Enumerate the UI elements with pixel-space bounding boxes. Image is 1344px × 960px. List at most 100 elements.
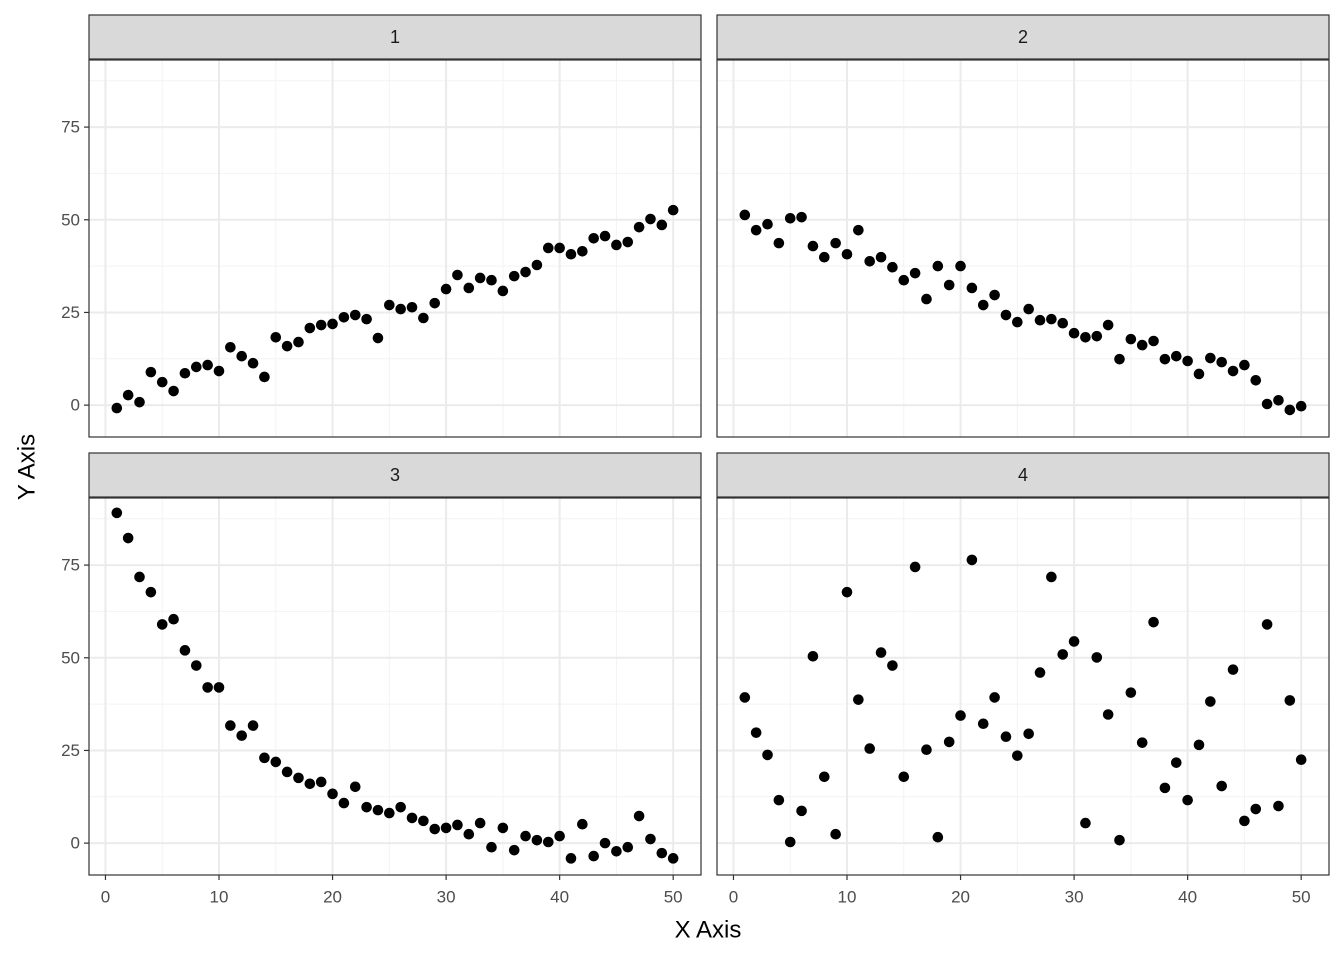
point bbox=[225, 720, 236, 731]
point bbox=[784, 836, 796, 848]
strip bbox=[88, 14, 702, 60]
point bbox=[1023, 303, 1034, 315]
point bbox=[773, 794, 785, 806]
point bbox=[750, 727, 762, 738]
x-tick-label: 50 bbox=[1292, 887, 1311, 906]
strip bbox=[88, 452, 702, 498]
point bbox=[1136, 339, 1148, 351]
point bbox=[1295, 754, 1307, 766]
point bbox=[807, 650, 819, 662]
point bbox=[1012, 750, 1023, 761]
strip-label: 3 bbox=[390, 465, 400, 485]
point bbox=[156, 619, 168, 630]
point bbox=[1205, 352, 1216, 364]
point bbox=[134, 396, 145, 408]
y-tick-label: 75 bbox=[61, 118, 80, 137]
y-tick-label: 0 bbox=[71, 396, 80, 415]
point bbox=[225, 341, 236, 353]
point bbox=[645, 833, 656, 845]
point bbox=[281, 766, 293, 778]
point bbox=[1284, 695, 1296, 706]
panel-border bbox=[88, 59, 702, 438]
point bbox=[887, 261, 898, 273]
x-tick-label: 0 bbox=[101, 887, 110, 906]
point bbox=[542, 836, 554, 848]
strip bbox=[716, 14, 1330, 60]
point bbox=[440, 822, 452, 834]
point bbox=[236, 350, 248, 362]
point bbox=[1000, 309, 1012, 321]
point bbox=[304, 778, 316, 790]
point bbox=[989, 692, 1000, 703]
point bbox=[1057, 317, 1069, 329]
point bbox=[762, 218, 773, 230]
point bbox=[875, 647, 887, 658]
point bbox=[599, 230, 611, 242]
point bbox=[1205, 696, 1216, 707]
point bbox=[830, 828, 841, 840]
point bbox=[259, 371, 270, 383]
point bbox=[497, 285, 509, 297]
point bbox=[372, 332, 384, 344]
strip-label: 2 bbox=[1018, 27, 1028, 47]
point bbox=[179, 645, 191, 656]
point bbox=[327, 788, 338, 800]
point bbox=[429, 823, 441, 835]
point bbox=[611, 845, 622, 857]
point bbox=[1102, 319, 1114, 331]
point bbox=[1034, 667, 1046, 678]
point bbox=[259, 752, 270, 764]
y-tick-label: 0 bbox=[71, 834, 80, 853]
point bbox=[864, 255, 876, 267]
point bbox=[796, 805, 807, 817]
point bbox=[247, 357, 259, 369]
point bbox=[1046, 571, 1057, 583]
point bbox=[909, 561, 921, 573]
point bbox=[1091, 330, 1103, 342]
point bbox=[588, 850, 600, 862]
point bbox=[1227, 365, 1239, 377]
point bbox=[1114, 353, 1125, 365]
point bbox=[1012, 316, 1023, 328]
point bbox=[281, 340, 293, 352]
point bbox=[943, 279, 955, 291]
point bbox=[372, 804, 384, 816]
point bbox=[1068, 327, 1080, 339]
point bbox=[190, 361, 202, 373]
point bbox=[1125, 333, 1137, 345]
point bbox=[179, 367, 191, 379]
point bbox=[1102, 709, 1114, 720]
point bbox=[440, 283, 452, 295]
point bbox=[750, 224, 762, 236]
point bbox=[395, 801, 406, 813]
point bbox=[327, 318, 338, 330]
point bbox=[168, 613, 179, 625]
point bbox=[463, 282, 475, 294]
point bbox=[977, 299, 989, 311]
point bbox=[818, 771, 830, 783]
point bbox=[1250, 374, 1262, 386]
point bbox=[1159, 782, 1171, 794]
point bbox=[1080, 331, 1091, 343]
point bbox=[304, 322, 316, 334]
point bbox=[1295, 400, 1307, 412]
point bbox=[463, 828, 475, 840]
point bbox=[1193, 368, 1205, 380]
point bbox=[156, 376, 168, 388]
point bbox=[236, 730, 248, 741]
point bbox=[818, 251, 830, 263]
point bbox=[315, 319, 327, 331]
x-tick-label: 20 bbox=[951, 887, 970, 906]
point bbox=[1193, 739, 1205, 751]
point bbox=[418, 312, 429, 324]
x-tick-label: 50 bbox=[664, 887, 683, 906]
point bbox=[1227, 664, 1239, 675]
point bbox=[739, 692, 751, 703]
point bbox=[338, 311, 350, 323]
point bbox=[807, 240, 819, 252]
y-tick-label: 50 bbox=[61, 648, 80, 667]
point bbox=[395, 303, 406, 315]
point bbox=[955, 260, 966, 272]
point bbox=[577, 245, 588, 257]
point bbox=[611, 239, 622, 251]
